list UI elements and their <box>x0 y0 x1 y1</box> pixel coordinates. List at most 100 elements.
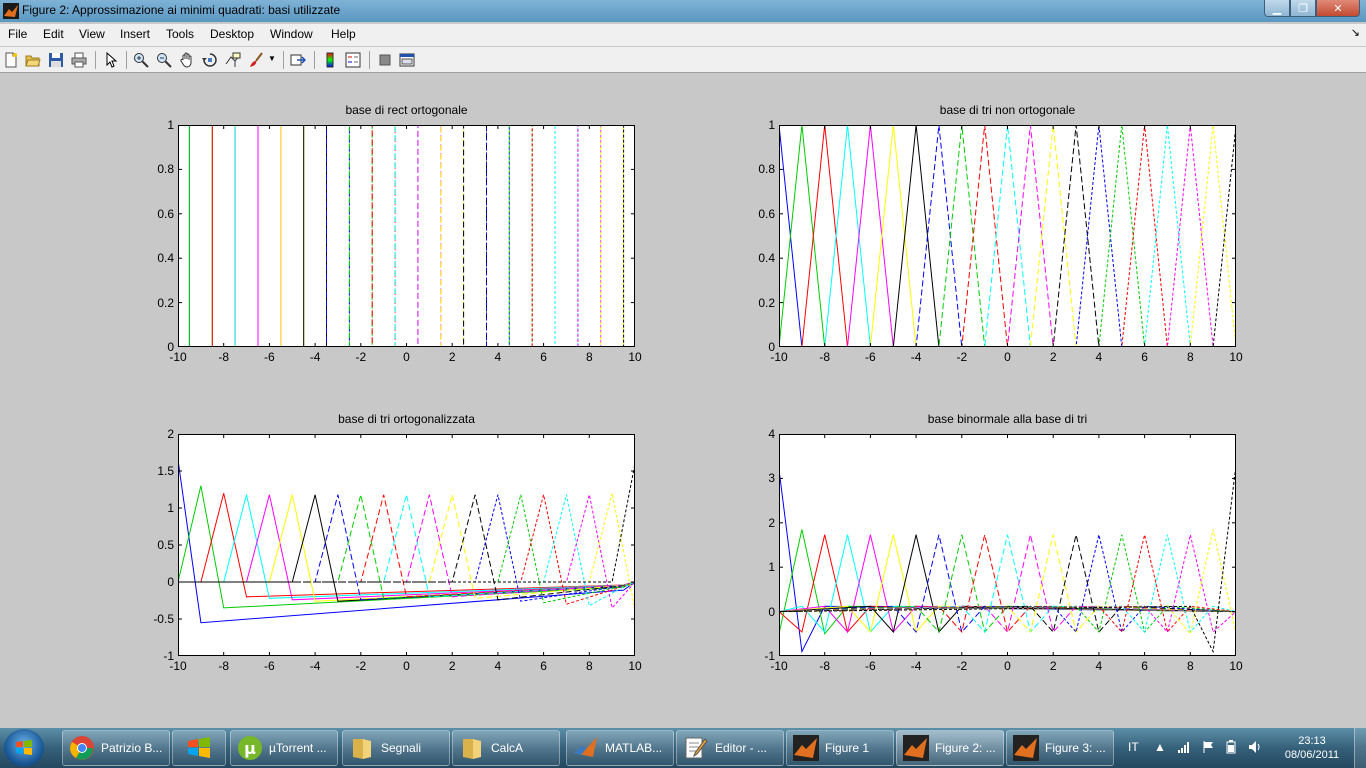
series-line-19 <box>779 125 1236 347</box>
system-clock[interactable]: 23:13 08/06/2011 <box>1280 734 1344 762</box>
taskbar-label: Patrizio B... <box>101 741 163 755</box>
taskbar-item-chrome[interactable]: Patrizio B... <box>62 730 170 766</box>
x-tick-label: 2 <box>1049 659 1057 673</box>
network-signal-icon[interactable] <box>1177 740 1191 754</box>
taskbar-item-figure1[interactable]: Figure 1 <box>786 730 894 766</box>
editor-icon <box>685 737 708 759</box>
axes-biorthogonal[interactable] <box>779 434 1236 656</box>
axes-frame <box>178 434 635 656</box>
matlab-icon <box>574 737 597 757</box>
y-tick-label: 1.5 <box>157 464 174 478</box>
menu-view[interactable]: View <box>79 27 105 41</box>
taskbar-item-calca[interactable]: CalcA <box>452 730 560 766</box>
brush-icon[interactable] <box>248 52 264 68</box>
pan-hand-icon[interactable] <box>179 52 195 68</box>
hide-plot-tools-icon[interactable] <box>377 52 393 68</box>
series-group <box>779 125 1236 347</box>
new-figure-icon[interactable] <box>3 52 19 68</box>
taskbar-item-figure2[interactable]: Figure 2: ... <box>896 730 1004 766</box>
x-tick-label: -2 <box>355 659 367 673</box>
taskbar-item-matlab[interactable]: MATLAB... <box>566 730 674 766</box>
rotate-3d-icon[interactable] <box>202 52 218 68</box>
link-plot-icon[interactable] <box>290 52 306 68</box>
series-line-13 <box>178 494 635 601</box>
menu-edit[interactable]: Edit <box>43 27 64 41</box>
series-line-6 <box>779 125 1236 347</box>
battery-icon[interactable] <box>1224 740 1238 754</box>
show-plot-tools-icon[interactable] <box>399 52 415 68</box>
x-tick-label: 6 <box>540 350 547 364</box>
series-line-5 <box>779 534 1236 634</box>
menu-help[interactable]: Help <box>331 27 356 41</box>
series-line-11 <box>178 125 635 347</box>
axes-tri-non-orthogonal[interactable] <box>779 125 1236 347</box>
brush-dropdown-icon[interactable]: ▼ <box>268 54 276 63</box>
series-line-5 <box>779 125 1236 347</box>
taskbar-item-media[interactable] <box>172 730 226 766</box>
series-line-0 <box>779 469 1236 654</box>
show-hidden-icons-icon[interactable]: ▲ <box>1154 740 1166 754</box>
y-tick-label: 0 <box>167 340 174 354</box>
print-icon[interactable] <box>71 52 87 68</box>
title-bar[interactable]: Figure 2: Approssimazione ai minimi quad… <box>0 0 1366 22</box>
y-tick-label: 0.4 <box>157 251 174 266</box>
start-button[interactable] <box>4 729 44 767</box>
series-line-10 <box>779 534 1236 634</box>
action-center-flag-icon[interactable] <box>1201 740 1215 754</box>
open-file-icon[interactable] <box>25 52 41 68</box>
taskbar-item-segnali[interactable]: Segnali <box>342 730 450 766</box>
taskbar-label: Editor - ... <box>715 741 768 755</box>
volume-icon[interactable] <box>1248 740 1262 754</box>
series-line-19 <box>178 493 635 611</box>
series-line-12 <box>178 494 635 599</box>
insert-colorbar-icon[interactable] <box>322 52 338 68</box>
taskbar-item-editor[interactable]: Editor - ... <box>676 730 784 766</box>
axes-tri-orthogonalized[interactable] <box>178 434 635 656</box>
taskbar-item-utorrent[interactable]: µ µTorrent ... <box>230 730 338 766</box>
taskbar-item-figure3[interactable]: Figure 3: ... <box>1006 730 1114 766</box>
matlab-figure-icon <box>3 3 19 19</box>
x-tick-label: -8 <box>218 659 230 673</box>
series-line-11 <box>779 125 1236 347</box>
axes-rect-orthogonal[interactable] <box>178 125 635 347</box>
x-tick-label: 4 <box>1095 659 1103 673</box>
series-line-7 <box>779 125 1236 347</box>
taskbar-label: Figure 1 <box>825 741 870 755</box>
maximize-button[interactable]: ❐ <box>1290 0 1316 17</box>
matlab-figure-icon <box>1013 735 1039 761</box>
y-tick-label: 0.6 <box>758 206 775 221</box>
series-line-10 <box>779 125 1236 347</box>
x-tick-label: -4 <box>910 350 922 364</box>
matlab-figure-icon <box>793 735 819 761</box>
show-desktop-button[interactable] <box>1354 728 1366 768</box>
x-tick-label: -8 <box>819 350 831 364</box>
minimize-button[interactable]: ▁ <box>1264 0 1290 17</box>
y-tick-label: 0.5 <box>157 538 174 552</box>
zoom-in-icon[interactable] <box>133 52 149 68</box>
zoom-out-icon[interactable] <box>156 52 172 68</box>
series-line-12 <box>178 125 635 347</box>
dock-arrow-icon[interactable]: ↘ <box>1350 27 1360 39</box>
close-button[interactable]: ✕ <box>1316 0 1360 17</box>
x-tick-label: 0 <box>403 350 410 364</box>
series-line-16 <box>178 125 635 347</box>
clock-date: 08/06/2011 <box>1284 749 1340 761</box>
menu-window[interactable]: Window <box>270 27 313 41</box>
y-tick-label: 0 <box>768 340 775 354</box>
x-tick-label: -10 <box>169 350 187 364</box>
series-line-1 <box>178 125 635 347</box>
menu-tools[interactable]: Tools <box>166 27 195 41</box>
x-tick-label: 2 <box>448 350 456 364</box>
series-group <box>178 459 635 624</box>
x-tick-label: -6 <box>264 350 275 364</box>
menu-desktop[interactable]: Desktop <box>210 27 255 41</box>
y-tick-label: 0.2 <box>157 295 174 310</box>
insert-legend-icon[interactable] <box>345 52 361 68</box>
series-line-6 <box>779 534 1236 634</box>
data-cursor-icon[interactable] <box>225 52 241 68</box>
save-icon[interactable] <box>48 52 64 68</box>
edit-plot-arrow-icon[interactable] <box>103 52 119 68</box>
language-indicator[interactable]: IT <box>1128 740 1139 754</box>
menu-insert[interactable]: Insert <box>120 27 151 41</box>
menu-file[interactable]: File <box>8 27 28 41</box>
